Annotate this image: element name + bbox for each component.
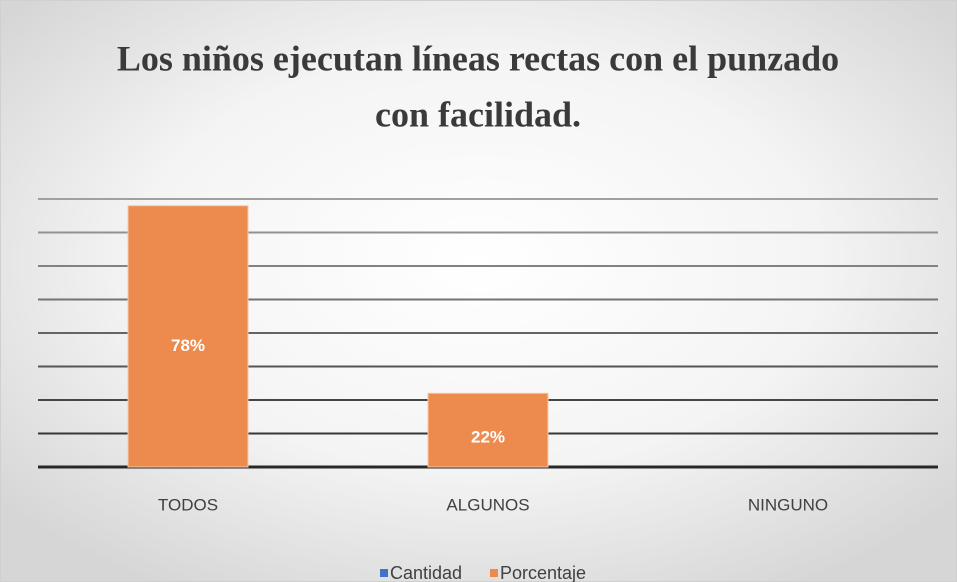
chart-title: Los niños ejecutan líneas rectas con el … xyxy=(117,38,839,78)
x-tick-label: TODOS xyxy=(158,495,218,514)
data-label: 22% xyxy=(471,428,505,447)
data-label: 78% xyxy=(171,336,205,355)
legend-label: Cantidad xyxy=(390,563,462,582)
legend-swatch xyxy=(490,569,498,577)
legend-swatch xyxy=(380,569,388,577)
bar xyxy=(427,392,549,468)
legend-label: Porcentaje xyxy=(500,563,586,582)
bar xyxy=(127,205,249,468)
x-tick-label: ALGUNOS xyxy=(446,495,529,514)
x-tick-label: NINGUNO xyxy=(748,495,828,514)
chart-title: con facilidad. xyxy=(375,94,581,134)
